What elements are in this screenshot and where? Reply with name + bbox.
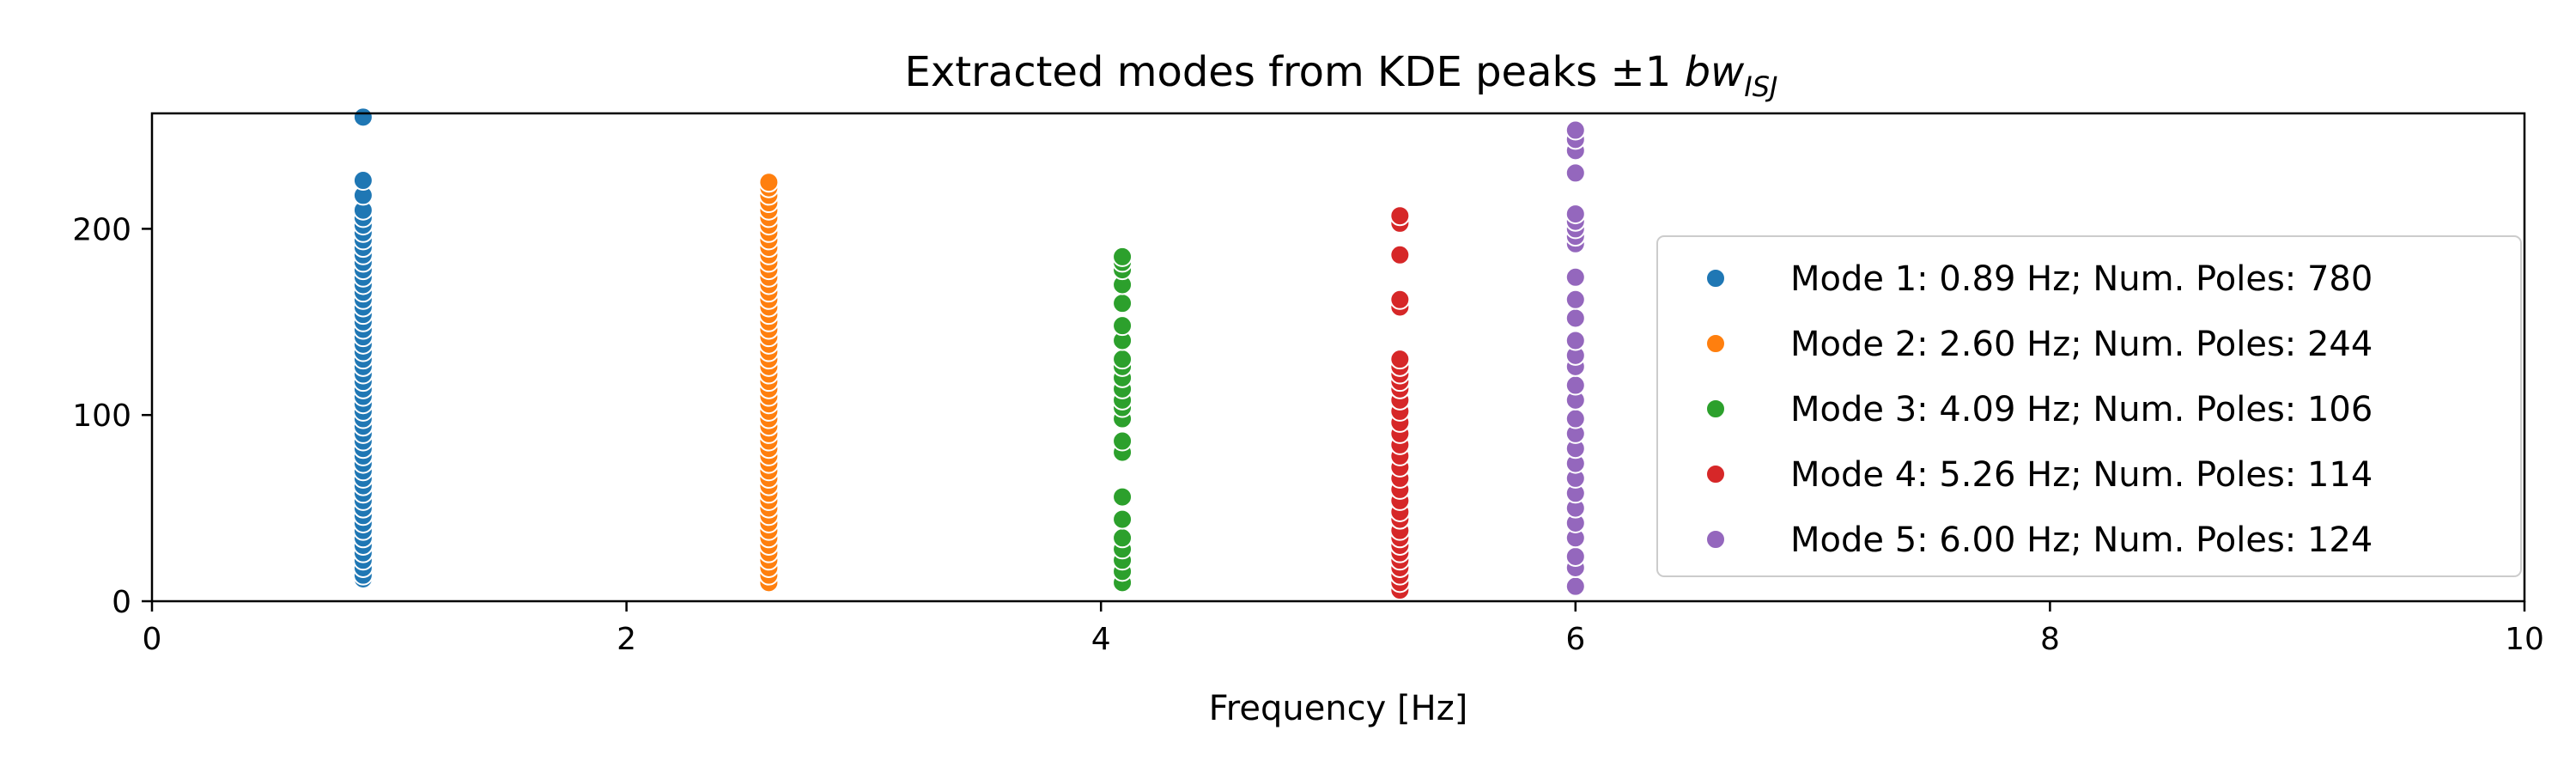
series-mode-2: [758, 172, 780, 593]
plot-area-frame: [150, 112, 2526, 603]
x-tick-label: 0: [143, 622, 162, 657]
data-point: [1564, 204, 1586, 225]
y-tick-label: 200: [72, 212, 131, 247]
data-point: [1564, 575, 1586, 597]
data-point: [352, 107, 374, 128]
series-mode-4: [1389, 205, 1411, 600]
data-point: [1112, 430, 1133, 452]
data-point: [1389, 289, 1411, 310]
data-point: [1564, 330, 1586, 351]
data-point: [1564, 545, 1586, 567]
data-point: [1564, 119, 1586, 141]
legend-label: Mode 5: 6.00 Hz; Num. Poles: 124: [1790, 520, 2372, 560]
legend-label: Mode 1: 0.89 Hz; Num. Poles: 780: [1790, 259, 2372, 299]
x-tick-label: 10: [2505, 622, 2544, 657]
legend-marker: [1705, 333, 1726, 354]
data-point: [1564, 289, 1586, 310]
title-prefix: Extracted modes from KDE peaks ±1: [905, 48, 1685, 96]
y-axis-ticks: 0 100 200: [72, 212, 152, 620]
data-point: [1389, 205, 1411, 227]
x-tick-label: 2: [617, 622, 636, 657]
data-point: [1564, 408, 1586, 429]
title-math-subscript: ISJ: [1744, 70, 1777, 103]
data-point: [1112, 349, 1133, 370]
y-tick-label: 0: [112, 585, 131, 620]
data-point: [1564, 162, 1586, 184]
data-point: [1112, 527, 1133, 549]
series-mode-1: [352, 107, 374, 589]
data-point: [1112, 246, 1133, 267]
x-axis-label: Frequency [Hz]: [1209, 689, 1468, 728]
legend-marker: [1705, 268, 1726, 289]
legend-label: Mode 4: 5.26 Hz; Num. Poles: 114: [1790, 455, 2372, 495]
data-point: [1564, 266, 1586, 288]
data-point: [1564, 374, 1586, 396]
data-point: [1389, 349, 1411, 370]
data-point: [1112, 486, 1133, 508]
x-axis-ticks: 0 2 4 6 8 10: [143, 601, 2544, 657]
data-point: [758, 172, 780, 193]
legend-label: Mode 2: 2.60 Hz; Num. Poles: 244: [1790, 325, 2372, 364]
legend: Mode 1: 0.89 Hz; Num. Poles: 780 Mode 2: …: [1656, 235, 2522, 577]
legend-marker: [1705, 464, 1726, 484]
title-math: bw: [1685, 48, 1745, 96]
series-mode-5: [1564, 119, 1586, 597]
data-point: [352, 170, 374, 192]
data-points: [352, 107, 1586, 600]
x-tick-label: 8: [2040, 622, 2060, 657]
series-mode-3: [1112, 246, 1133, 593]
chart-title: Extracted modes from KDE peaks ±1 bwISJ: [905, 48, 1778, 103]
legend-marker: [1705, 399, 1726, 419]
data-point: [1112, 315, 1133, 337]
legend-label: Mode 3: 4.09 Hz; Num. Poles: 106: [1790, 390, 2372, 429]
legend-marker: [1705, 529, 1726, 550]
x-tick-label: 4: [1091, 622, 1111, 657]
data-point: [1112, 508, 1133, 530]
y-tick-label: 100: [72, 399, 131, 434]
data-point: [1389, 244, 1411, 265]
data-point: [1112, 293, 1133, 314]
legend-frame: [1656, 235, 2522, 577]
data-point: [1564, 307, 1586, 329]
x-tick-label: 6: [1565, 622, 1585, 657]
